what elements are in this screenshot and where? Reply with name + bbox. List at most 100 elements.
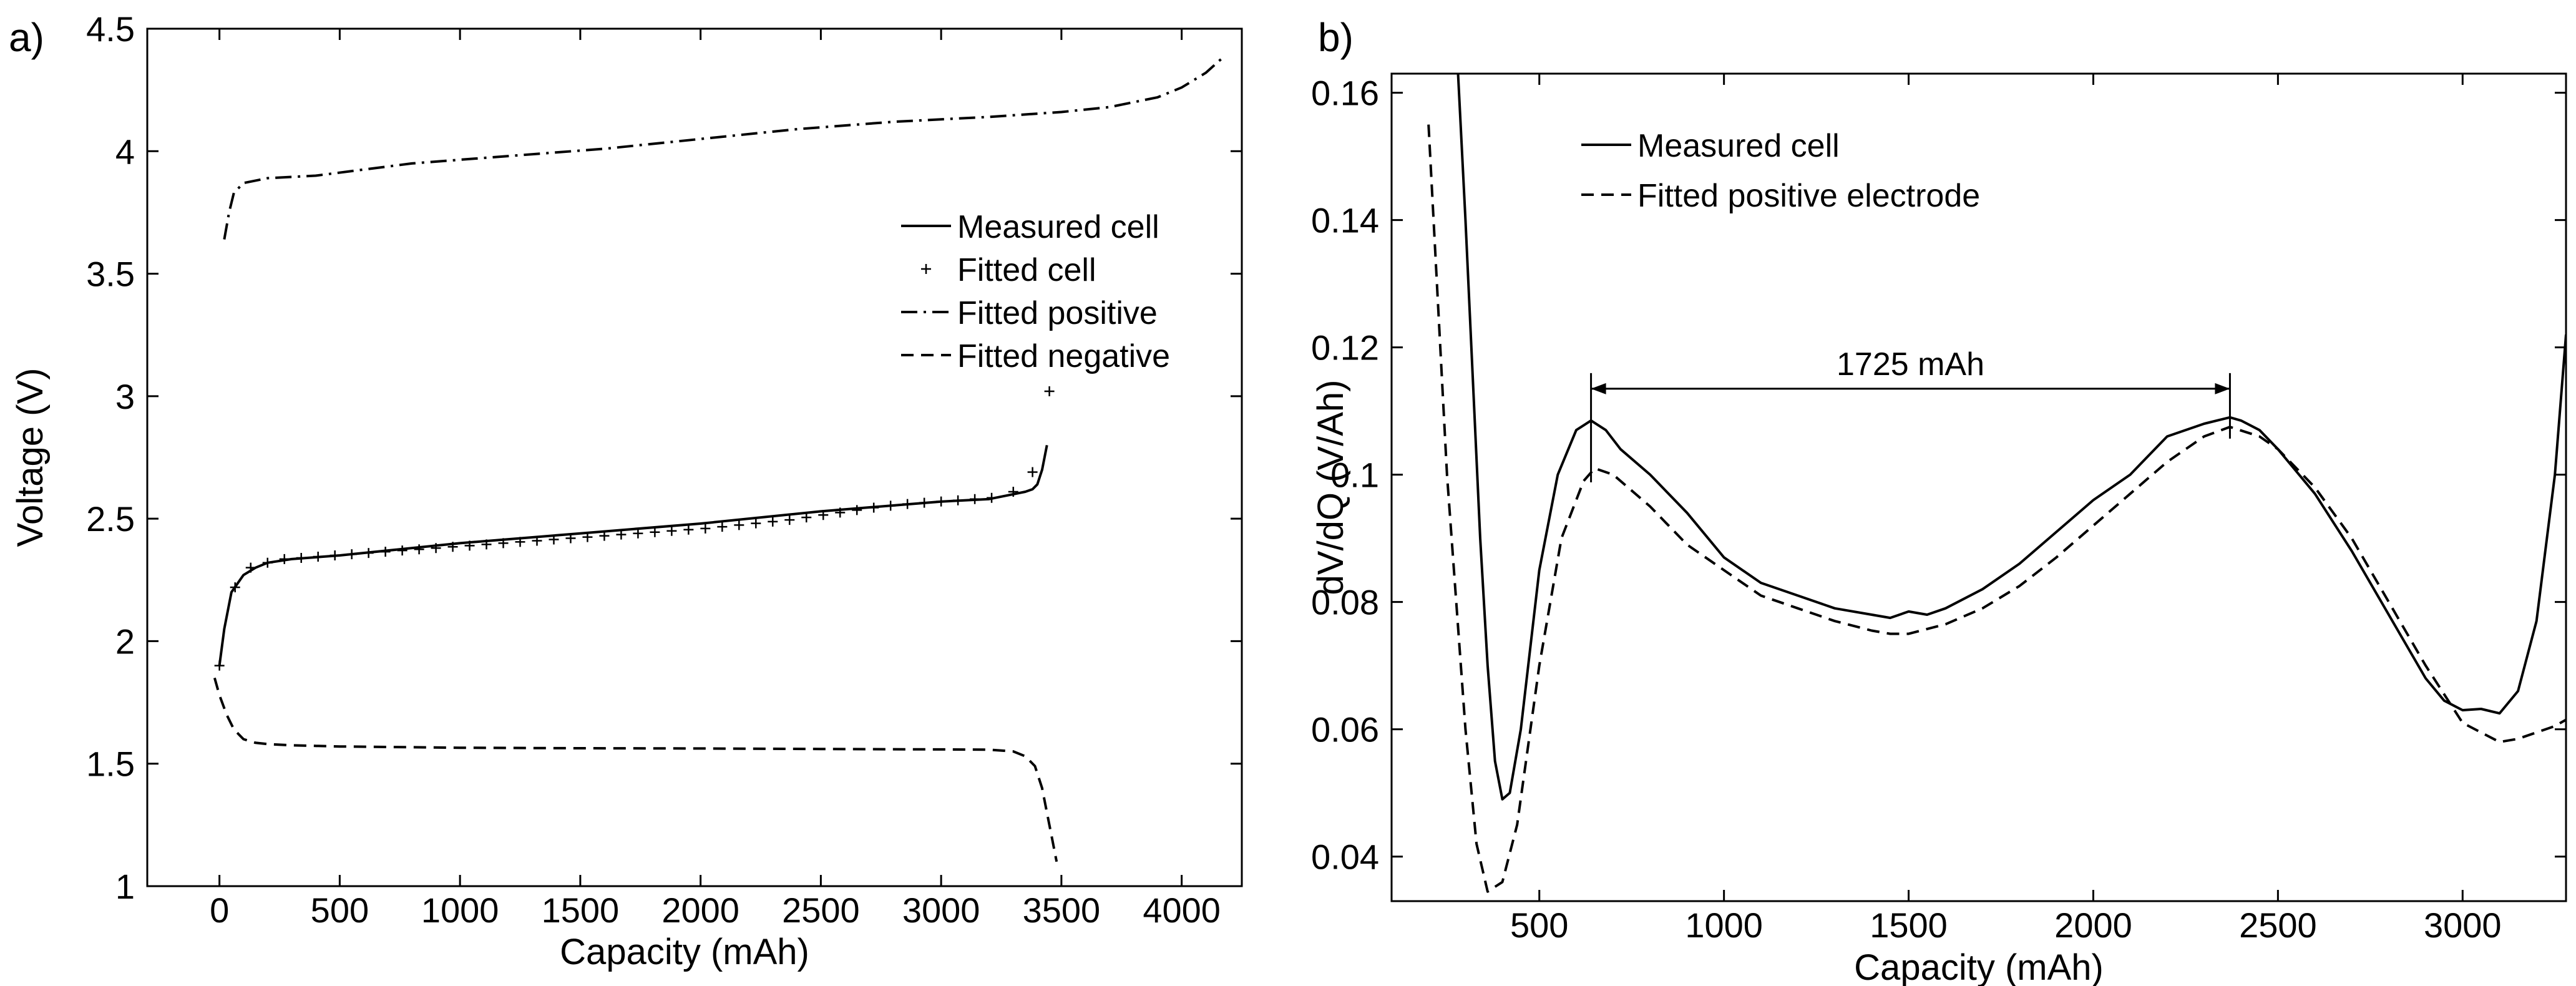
panel-b-curves <box>1427 74 2566 893</box>
panel-b-x-axis-label: Capacity (mAh) <box>1854 947 2104 986</box>
panel-b-dvdq-chart: b) 1725 mAh 500 1000 1500 2000 2500 3000 0.04… <box>1310 15 2567 986</box>
fitted-cell-point <box>532 535 542 546</box>
fitted-cell-point <box>902 499 913 509</box>
series-line-measured-cell <box>1456 74 2566 801</box>
fitted-cell-point <box>230 582 240 593</box>
y-tick-label: 0.06 <box>1311 710 1379 749</box>
y-tick-label: 4.5 <box>86 9 135 49</box>
x-tick-label: 0 <box>210 891 229 930</box>
fitted-cell-point <box>683 524 694 535</box>
x-tick-label: 3500 <box>1023 891 1101 930</box>
x-tick-label: 4000 <box>1143 891 1221 930</box>
legend-label: Fitted cell <box>957 252 1096 288</box>
legend-label: Fitted positive electrode <box>1637 178 1980 214</box>
y-tick-label: 3.5 <box>86 255 135 294</box>
fitted-cell-point <box>582 532 593 542</box>
fitted-cell-point <box>987 492 997 503</box>
panel-b-legend: Measured cell Fitted positive electrode <box>1581 128 1980 214</box>
x-tick-label: 1500 <box>1870 905 1948 945</box>
fitted-cell-point <box>768 516 778 527</box>
fitted-cell-point <box>818 510 829 520</box>
x-tick-label: 2000 <box>2054 905 2132 945</box>
fitted-cell-point <box>515 537 525 547</box>
y-tick-label: 2 <box>115 622 135 661</box>
fitted-cell-point <box>886 500 896 511</box>
fitted-cell-point <box>970 494 980 504</box>
legend-entry-measured-cell: Measured cell <box>901 209 1159 245</box>
fitted-cell-point <box>414 544 424 555</box>
x-tick-label: 1500 <box>542 891 620 930</box>
fitted-cell-point <box>245 562 256 573</box>
y-tick-label: 2.5 <box>86 499 135 539</box>
x-tick-label: 1000 <box>1685 905 1763 945</box>
y-tick-label: 0.04 <box>1311 837 1379 877</box>
legend-marker <box>921 264 931 274</box>
series-line-fitted-positive <box>223 54 1226 240</box>
fitted-cell-point <box>313 551 323 562</box>
fitted-cell-point <box>262 557 273 568</box>
legend-label: Fitted negative <box>957 338 1170 374</box>
fitted-cell-point <box>296 552 306 563</box>
fitted-cell-point <box>751 518 761 529</box>
fitted-cell-point <box>801 512 812 523</box>
legend-entry-fitted-negative: Fitted negative <box>901 338 1170 374</box>
fitted-cell-point <box>919 497 930 508</box>
series-line-measured-cell <box>218 445 1048 666</box>
panel-b-plot-frame <box>1390 72 2567 902</box>
x-tick-label: 3000 <box>2424 905 2502 945</box>
panel-b-y-axis-label: dV/dQ (V/Ah) <box>1310 380 1351 595</box>
panel-a-x-axis: 0 500 1000 1500 2000 2500 3000 3500 4000 <box>210 29 1221 930</box>
fitted-cell-point <box>784 515 795 525</box>
y-tick-label: 4 <box>115 132 135 171</box>
fitted-cell-point <box>700 523 711 534</box>
fitted-cell-point <box>279 554 290 564</box>
span-annotation-label: 1725 mAh <box>1837 346 1984 383</box>
fitted-cell-point <box>953 495 964 505</box>
panel-a-series-area <box>213 54 1226 862</box>
fitted-cell-point <box>616 529 627 540</box>
x-tick-label: 500 <box>311 891 369 930</box>
panel-b-series-area <box>1427 74 2566 893</box>
panel-a-voltage-chart: a) 0 500 1000 1500 2000 2500 3000 3500 4000 1 1.5… <box>9 9 1243 972</box>
span-arrow-head-left <box>1591 383 1606 394</box>
fitted-cell-point <box>214 660 225 671</box>
fitted-cell-point <box>380 547 391 557</box>
panel-a-y-axis: 1 1.5 2 2.5 3 3.5 4 4.5 <box>86 9 1242 906</box>
fitted-cell-point <box>549 534 559 545</box>
fitted-cell-point <box>464 540 475 551</box>
panel-a-legend: Measured cell Fitted cell Fitted positive F… <box>901 209 1170 374</box>
x-tick-label: 2500 <box>2239 905 2317 945</box>
span-arrow-head-right <box>2215 383 2230 394</box>
panel-b-x-axis: 500 1000 1500 2000 2500 3000 <box>1510 74 2502 945</box>
fitted-cell-point <box>397 545 407 556</box>
fitted-cell-point <box>565 533 576 544</box>
legend-entry-measured-cell: Measured cell <box>1581 128 1840 164</box>
fitted-cell-point <box>431 543 441 554</box>
y-tick-label: 0.16 <box>1311 74 1379 113</box>
fitted-cell-point <box>1027 467 1038 477</box>
legend-entry-fitted-positive: Fitted positive <box>901 295 1158 331</box>
y-tick-label: 0.14 <box>1311 201 1379 240</box>
fitted-cell-point <box>666 525 677 536</box>
fitted-cell-point <box>717 522 728 532</box>
legend-label: Measured cell <box>957 209 1159 245</box>
panel-a-curves <box>213 54 1226 862</box>
fitted-cell-point <box>1008 486 1018 497</box>
fitted-cell-point <box>734 520 744 530</box>
fitted-cell-point <box>329 550 340 561</box>
fitted-cell-point <box>1044 386 1055 397</box>
y-tick-label: 3 <box>115 377 135 416</box>
fitted-cell-point <box>599 530 610 541</box>
fitted-cell-point <box>852 505 862 515</box>
fitted-cell-point <box>869 502 879 513</box>
y-tick-label: 1 <box>115 867 135 906</box>
series-line-fitted-negative <box>213 677 1058 862</box>
fitted-cell-point <box>346 549 357 560</box>
fitted-cell-point <box>481 539 492 550</box>
x-tick-label: 3000 <box>902 891 980 930</box>
panel-b-annotation: 1725 mAh <box>1590 346 2231 482</box>
panel-a-y-axis-label: Voltage (V) <box>10 368 51 547</box>
legend-entry-fitted-positive-electrode: Fitted positive electrode <box>1581 178 1980 214</box>
